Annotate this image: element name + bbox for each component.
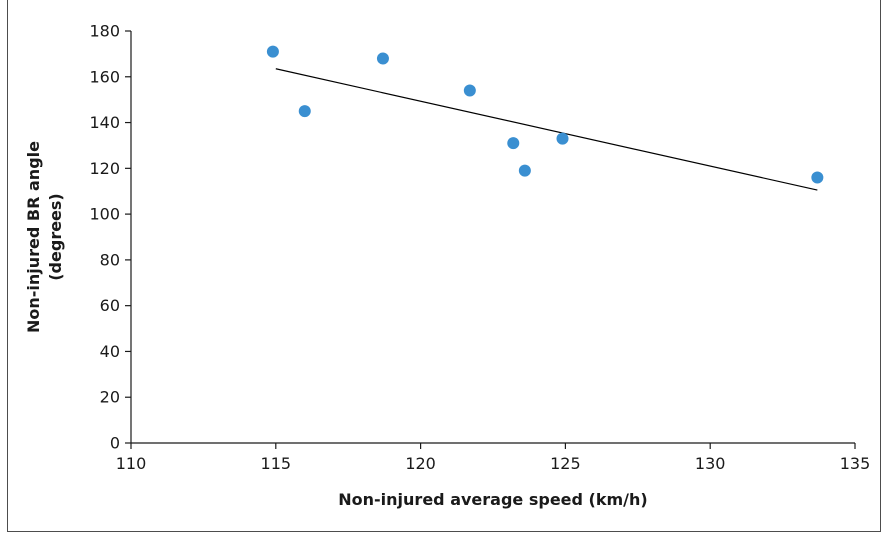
- axes: [130, 31, 855, 444]
- y-tick-label: 60: [100, 296, 120, 315]
- y-tick-label: 80: [100, 250, 120, 269]
- x-tick-label: 135: [840, 454, 871, 473]
- x-tick-label: 130: [695, 454, 726, 473]
- x-axis-title: Non-injured average speed (km/h): [338, 490, 647, 509]
- y-tick-label: 140: [89, 113, 120, 132]
- x-tick-label: 115: [261, 454, 292, 473]
- y-tick-label: 40: [100, 342, 120, 361]
- data-point: [518, 164, 531, 177]
- x-tick-label: 120: [405, 454, 436, 473]
- y-axis-title-line2: (degrees): [46, 193, 65, 281]
- ticks: 110 115 120 125 130 135 0 20 40 60 80 100 120 140 160 1…: [89, 22, 870, 474]
- trendline-group: [275, 68, 818, 191]
- data-point: [556, 132, 569, 145]
- y-tick-label: 0: [110, 434, 120, 453]
- y-tick-label: 120: [89, 159, 120, 178]
- x-tick-label: 110: [116, 454, 147, 473]
- data-point: [266, 45, 279, 58]
- data-point: [376, 52, 389, 65]
- y-tick-label: 160: [89, 67, 120, 86]
- data-point: [811, 171, 824, 184]
- data-point: [507, 137, 520, 150]
- x-tick-label: 125: [550, 454, 581, 473]
- trendline: [275, 68, 818, 191]
- y-tick-label: 100: [89, 205, 120, 224]
- chart-frame: [7, 0, 881, 532]
- points-group: [266, 45, 824, 184]
- data-point: [463, 84, 476, 97]
- y-axis-title-line1: Non-injured BR angle: [24, 141, 43, 333]
- data-point: [298, 105, 311, 118]
- y-tick-label: 180: [89, 22, 120, 41]
- y-tick-label: 20: [100, 388, 120, 407]
